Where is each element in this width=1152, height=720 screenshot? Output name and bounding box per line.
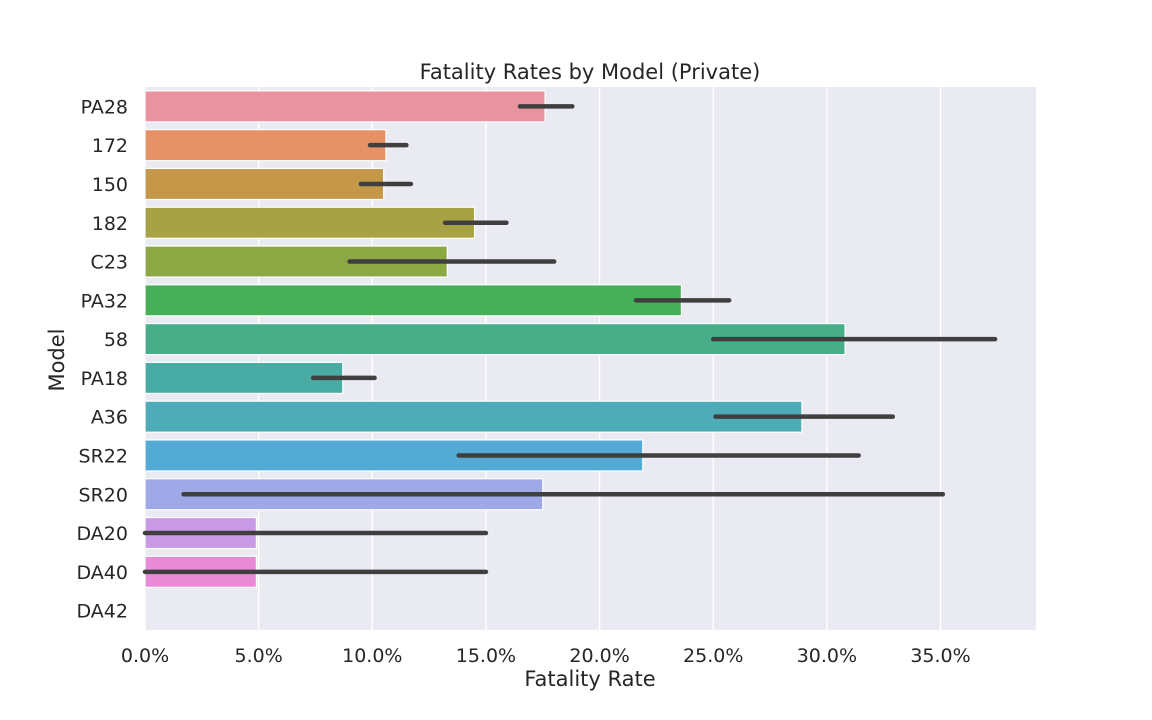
x-tick-label: 35.0% — [910, 645, 970, 667]
x-axis-label: Fatality Rate — [524, 667, 655, 691]
y-tick-label: PA32 — [81, 290, 128, 312]
y-tick-label: SR22 — [79, 445, 128, 467]
x-tick-label: 25.0% — [683, 645, 743, 667]
x-tick-label: 0.0% — [121, 645, 169, 667]
y-tick-label: A36 — [91, 407, 128, 429]
y-tick-label: PA18 — [81, 368, 128, 390]
y-tick-label: DA40 — [77, 562, 128, 584]
x-tick-label: 20.0% — [569, 645, 629, 667]
bar — [144, 90, 546, 123]
x-tick-label: 10.0% — [342, 645, 402, 667]
y-tick-label: C23 — [91, 252, 128, 274]
x-tick-label: 30.0% — [797, 645, 857, 667]
y-axis-label: Model — [45, 328, 69, 391]
bar — [144, 400, 803, 433]
y-tick-label: PA28 — [81, 96, 128, 118]
bar — [144, 167, 385, 201]
bar — [144, 129, 387, 162]
y-tick-label: 172 — [92, 135, 128, 157]
y-tick-label: 58 — [104, 329, 128, 351]
y-tick-label: 182 — [92, 213, 128, 235]
y-tick-label: DA42 — [77, 601, 128, 623]
x-tick-label: 5.0% — [235, 645, 283, 667]
y-tick-label: SR20 — [79, 484, 128, 506]
x-tick-label: 15.0% — [456, 645, 516, 667]
y-tick-label: DA20 — [77, 523, 128, 545]
bar — [144, 284, 683, 317]
chart-title: Fatality Rates by Model (Private) — [420, 60, 761, 84]
y-tick-label: 150 — [92, 174, 128, 196]
bar — [144, 206, 476, 239]
